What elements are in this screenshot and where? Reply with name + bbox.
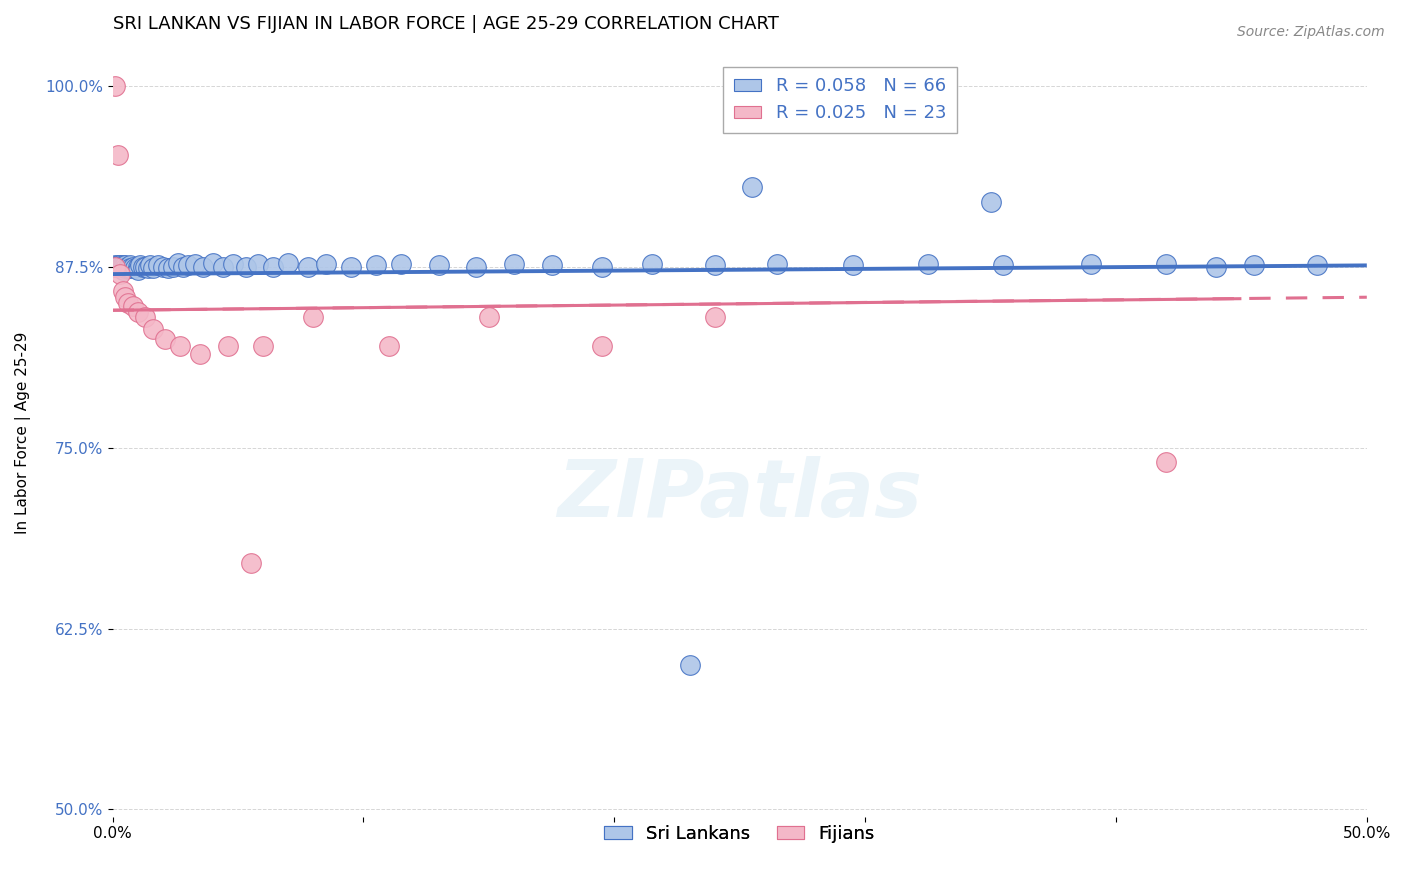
Point [134,310,156,325]
Point [117,296,139,310]
Point [108,259,131,273]
Point [991,259,1014,273]
Point [107,260,129,274]
Point [111,260,134,274]
Point [108,261,131,276]
Point [177,259,200,273]
Point [1205,260,1227,274]
Text: SRI LANKAN VS FIJIAN IN LABOR FORCE | AGE 25-29 CORRELATION CHART: SRI LANKAN VS FIJIAN IN LABOR FORCE | AG… [112,15,779,33]
Point [134,260,156,274]
Point [389,257,412,271]
Point [120,259,142,273]
Point [117,260,139,274]
Point [136,261,159,276]
Text: Source: ZipAtlas.com: Source: ZipAtlas.com [1237,25,1385,39]
Point [302,310,325,325]
Point [364,259,387,273]
Point [121,260,143,274]
Point [427,259,450,273]
Point [127,260,149,274]
Point [142,322,165,336]
Point [127,304,149,318]
Point [591,339,613,353]
Point [703,259,725,273]
Point [252,339,274,353]
Point [124,261,146,276]
Point [315,257,337,271]
Point [172,260,194,274]
Point [247,257,270,271]
Point [107,148,129,162]
Point [201,255,224,269]
Point [107,259,129,273]
Point [212,260,235,274]
Point [156,261,179,276]
Point [129,259,152,273]
Point [184,257,207,271]
Point [121,299,143,313]
Point [114,259,136,273]
Point [169,339,191,353]
Point [155,332,177,346]
Point [139,259,162,273]
Point [152,260,174,274]
Point [111,259,134,273]
Point [108,260,131,274]
Point [104,260,127,274]
Point [117,261,139,276]
Point [132,260,155,274]
Point [120,261,142,276]
Point [108,267,131,281]
Point [277,255,299,269]
Point [741,180,763,194]
Point [111,262,134,277]
Y-axis label: In Labor Force | Age 25-29: In Labor Force | Age 25-29 [15,332,31,534]
Point [217,339,239,353]
Text: ZIPatlas: ZIPatlas [557,456,922,533]
Point [377,339,399,353]
Point [465,260,488,274]
Point [980,194,1002,209]
Point [1080,257,1102,271]
Point [297,260,319,274]
Point [111,285,134,299]
Point [1243,259,1265,273]
Point [641,257,664,271]
Point [1154,257,1177,271]
Point [540,259,562,273]
Point [1154,455,1177,469]
Point [142,261,165,276]
Point [191,260,214,274]
Point [591,260,613,274]
Point [104,260,127,274]
Legend: Sri Lankans, Fijians: Sri Lankans, Fijians [598,817,882,850]
Point [503,257,526,271]
Point [235,260,257,274]
Point [841,259,863,273]
Point [222,257,245,271]
Point [678,657,700,672]
Point [114,261,136,276]
Point [127,262,149,277]
Point [114,290,136,304]
Point [166,255,188,269]
Point [239,557,262,571]
Point [146,259,169,273]
Point [917,257,939,271]
Point [104,78,127,93]
Point [766,257,789,271]
Point [190,346,212,360]
Point [478,310,501,325]
Point [162,260,184,274]
Point [703,310,725,325]
Point [262,260,284,274]
Point [104,259,127,273]
Point [340,260,363,274]
Point [1305,259,1327,273]
